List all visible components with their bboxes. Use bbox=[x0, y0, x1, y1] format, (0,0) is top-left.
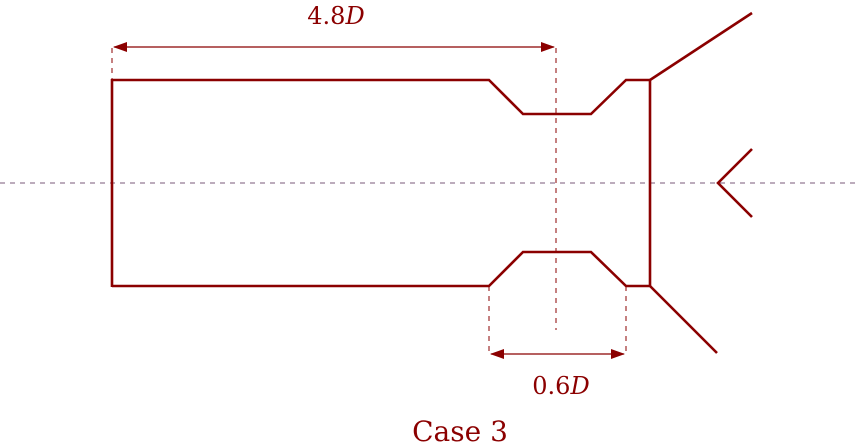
throat-dimension-label: 0.6D bbox=[532, 372, 589, 400]
exit-line-upper bbox=[649, 11, 753, 82]
body-bottom-contour bbox=[112, 250, 650, 288]
throat-dimension-number: 0.6 bbox=[532, 372, 570, 400]
flow-direction-chevron bbox=[716, 148, 753, 218]
length-dimension-number: 4.8 bbox=[307, 2, 345, 30]
length-dimension-symbol: D bbox=[344, 2, 364, 30]
diagram-caption: Case 3 bbox=[412, 415, 508, 448]
body-top-contour bbox=[112, 78, 650, 116]
throat-dimension-symbol: D bbox=[569, 372, 589, 400]
length-dimension-label: 4.8D bbox=[307, 2, 364, 30]
exit-line-lower bbox=[649, 285, 718, 354]
